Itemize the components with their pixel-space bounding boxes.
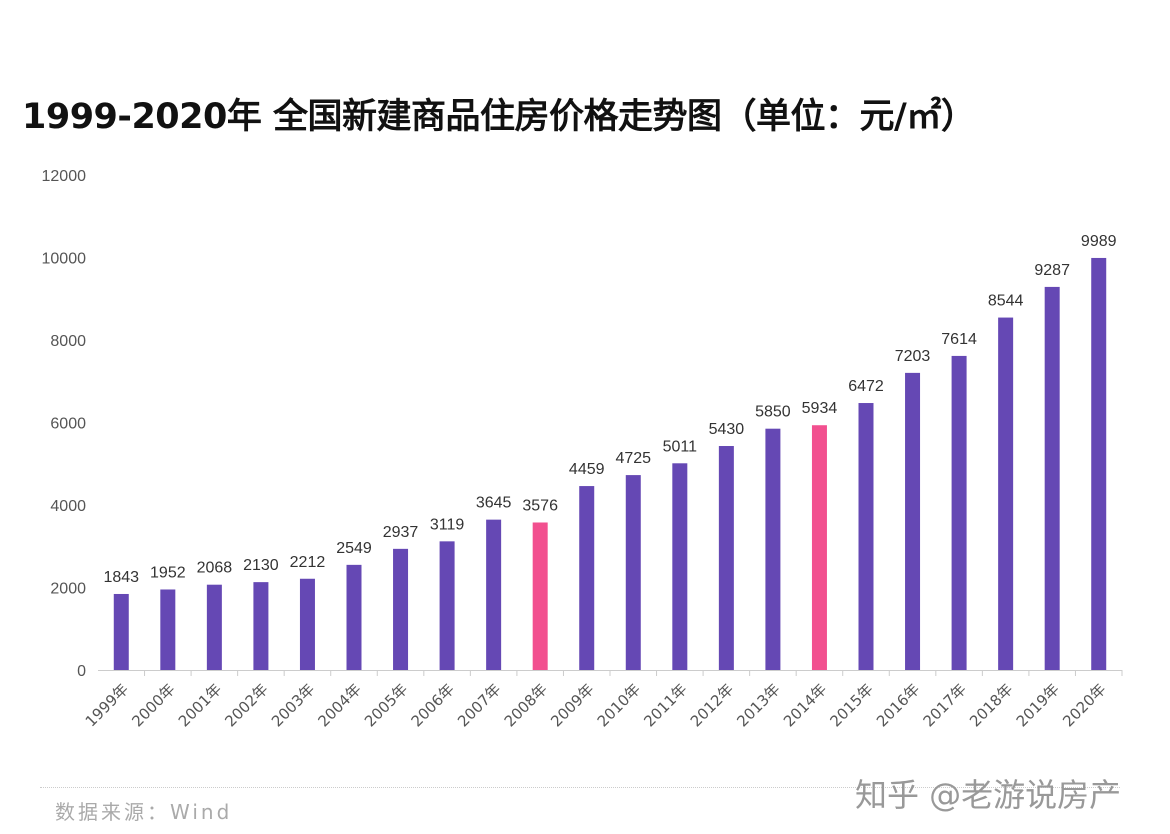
data-label: 2549 [336, 540, 372, 557]
y-tick-label: 10000 [42, 251, 87, 268]
bar [1091, 257, 1107, 670]
bar [905, 372, 921, 670]
data-label: 1952 [150, 564, 186, 581]
data-label: 2937 [383, 524, 419, 541]
data-label: 9287 [1034, 262, 1070, 279]
x-tick-label: 2003年 [268, 680, 318, 730]
x-tick-label: 2006年 [408, 680, 458, 730]
y-tick-label: 12000 [42, 168, 87, 185]
bar [532, 522, 548, 670]
x-tick-label: 2004年 [314, 680, 364, 730]
x-tick-label: 2000年 [128, 680, 178, 730]
bar [346, 564, 362, 670]
data-label: 4459 [569, 461, 605, 478]
x-tick-label: 2012年 [687, 680, 737, 730]
data-label: 5850 [755, 404, 791, 421]
data-source: 数据来源：Wind [55, 800, 233, 824]
data-label: 2212 [290, 554, 326, 571]
x-tick-label: 2005年 [361, 680, 411, 730]
x-tick-label: 2008年 [501, 680, 551, 730]
x-tick-label: 2019年 [1013, 680, 1063, 730]
bar [253, 582, 269, 670]
bar [393, 548, 409, 670]
data-label: 5011 [663, 438, 698, 455]
y-tick-label: 2000 [50, 581, 86, 598]
data-label: 1843 [103, 569, 139, 586]
x-tick-label: 1999年 [82, 680, 132, 730]
data-label: 7614 [941, 331, 977, 348]
x-tick-label: 2016年 [873, 680, 923, 730]
bar [206, 584, 222, 670]
bar [486, 519, 502, 670]
x-tick-label: 2015年 [826, 680, 876, 730]
data-label: 2130 [243, 557, 279, 574]
bar [672, 463, 688, 670]
bar [1044, 286, 1060, 670]
x-tick-label: 2001年 [175, 680, 225, 730]
x-tick-label: 2009年 [547, 680, 597, 730]
data-label: 3119 [430, 516, 465, 533]
watermark: 知乎 @老游说房产 [855, 776, 1122, 814]
x-tick-label: 2002年 [221, 680, 271, 730]
footer-divider [40, 787, 1120, 788]
x-tick-label: 2013年 [733, 680, 783, 730]
bar [811, 425, 827, 670]
data-label: 5430 [709, 421, 745, 438]
bar [718, 446, 734, 670]
data-label: 4725 [615, 450, 651, 467]
chart-title: 1999-2020年 全国新建商品住房价格走势图（单位：元/㎡） [22, 97, 976, 137]
data-label: 8544 [988, 293, 1024, 310]
bar [951, 355, 967, 670]
data-label: 3576 [522, 497, 558, 514]
bar [160, 589, 176, 670]
bar [439, 541, 455, 670]
bar [113, 593, 129, 670]
data-label: 2068 [197, 560, 233, 577]
bar [579, 486, 595, 670]
bar [858, 403, 874, 670]
y-tick-label: 4000 [50, 498, 86, 515]
bar [625, 475, 641, 670]
data-label: 3645 [476, 495, 512, 512]
data-label: 9989 [1081, 233, 1117, 250]
data-label: 6472 [848, 378, 884, 395]
x-tick-label: 2010年 [594, 680, 644, 730]
data-label: 5934 [802, 400, 838, 417]
data-label: 7203 [895, 348, 931, 365]
y-tick-label: 8000 [50, 333, 86, 350]
bar [998, 317, 1014, 670]
x-tick-label: 2014年 [780, 680, 830, 730]
bar [765, 428, 781, 670]
x-tick-label: 2018年 [966, 680, 1016, 730]
y-tick-label: 6000 [50, 416, 86, 433]
x-tick-label: 2020年 [1059, 680, 1109, 730]
x-tick-label: 2007年 [454, 680, 504, 730]
y-tick-label: 0 [77, 663, 86, 680]
bar [299, 578, 315, 670]
x-tick-label: 2017年 [920, 680, 970, 730]
x-tick-label: 2011年 [640, 680, 690, 730]
